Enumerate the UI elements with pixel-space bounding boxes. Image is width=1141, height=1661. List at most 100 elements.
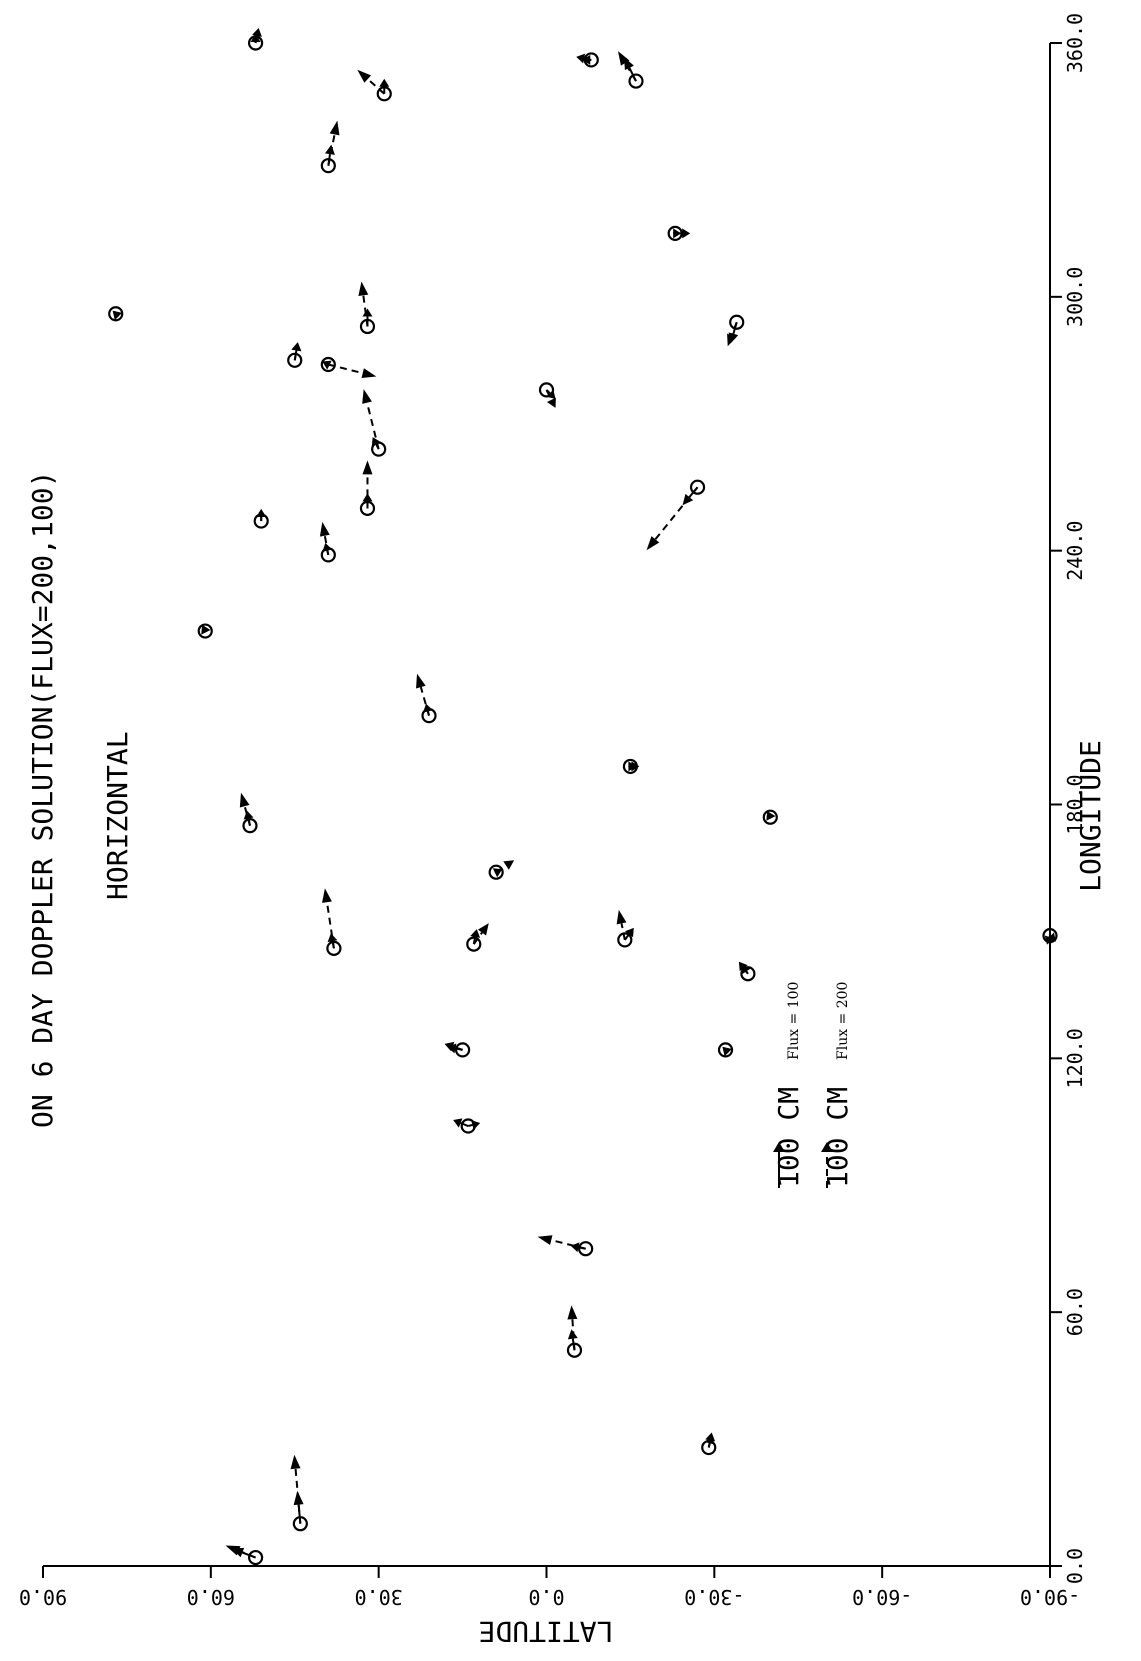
station-marker <box>239 792 258 834</box>
station-circle <box>242 818 258 834</box>
longitude-tick-label: 60.0 <box>1063 1288 1087 1336</box>
station-marker <box>646 479 706 551</box>
vector-flux-100-head <box>728 332 739 344</box>
station-marker <box>416 673 437 724</box>
station-marker <box>322 888 342 956</box>
vector-flux-200-head <box>239 792 250 808</box>
station-marker <box>225 1545 264 1566</box>
vector-flux-100-shaft <box>426 711 430 716</box>
vector-flux-100-shaft <box>707 1443 711 1448</box>
vector-flux-200-head <box>329 120 340 136</box>
station-circle <box>667 225 683 241</box>
station-marker <box>253 509 269 529</box>
vector-flux-100-head <box>250 34 261 42</box>
vector-flux-100-shaft <box>293 350 298 361</box>
station-circle <box>617 932 633 948</box>
vector-flux-200-head <box>416 673 426 689</box>
vector-flux-200-head <box>358 281 369 296</box>
vector-flux-200-head <box>252 28 262 37</box>
station-marker <box>320 120 340 174</box>
station-circle <box>729 314 745 330</box>
latitude-tick-label: 30.0 <box>355 1585 403 1609</box>
station-circle <box>717 1042 734 1058</box>
station-circle <box>1042 928 1058 944</box>
vector-flux-100-head <box>628 761 637 772</box>
vector-flux-100-head <box>492 868 503 878</box>
vector-flux-200-head <box>290 1454 301 1470</box>
legend-item-flux-100: 100 CM Flux = 100 <box>772 982 805 1188</box>
latitude-tick-label: -90.0 <box>1020 1585 1080 1609</box>
station-marker <box>290 1454 308 1532</box>
vector-flux-100-head <box>582 54 591 65</box>
vector-flux-100-head <box>741 964 751 975</box>
vector-flux-200-head <box>616 909 627 925</box>
station-marker <box>667 225 691 241</box>
vector-flux-200-head <box>576 53 586 64</box>
vector-flux-200-head <box>362 389 372 404</box>
station-circle <box>488 864 504 880</box>
vector-flux-100-head <box>322 360 332 370</box>
vector-flux-100-head <box>682 493 694 506</box>
vector-flux-100-head <box>325 144 335 155</box>
y-axis-title: LATITUDE <box>479 1615 614 1648</box>
vector-flux-100-head <box>362 308 373 317</box>
station-circle <box>326 940 342 956</box>
vector-flux-100-head <box>453 1118 463 1128</box>
legend-sublabel-flux-100: Flux = 100 <box>786 982 802 1060</box>
legend-label-flux-100: 100 CM <box>772 1087 805 1188</box>
station-marker <box>453 1118 481 1134</box>
station-circle <box>253 513 269 529</box>
vector-flux-100-head <box>243 810 254 820</box>
vector-flux-200-head <box>546 397 556 408</box>
station-marker <box>362 389 387 457</box>
station-marker <box>359 460 376 516</box>
station-circle <box>628 73 644 89</box>
vector-flux-100-shaft <box>545 389 551 394</box>
legend-sublabel-flux-200: Flux = 200 <box>835 982 851 1060</box>
station-circle <box>454 1042 471 1058</box>
station-circle <box>466 936 482 952</box>
vector-flux-200-shaft <box>620 923 626 941</box>
legend-arrowhead-flux-200 <box>821 1142 833 1152</box>
vector-flux-100-shaft <box>326 550 330 556</box>
station-circle <box>376 86 392 102</box>
station-marker <box>738 961 756 982</box>
vector-flux-200-head <box>357 69 372 83</box>
station-vectors <box>108 28 1058 1566</box>
vector-flux-200-head <box>537 1235 553 1245</box>
latitude-tick-label: -30.0 <box>684 1585 744 1609</box>
station-circle <box>359 318 376 335</box>
vector-flux-100-head <box>625 927 634 938</box>
station-circle <box>359 500 376 516</box>
vector-flux-100-head <box>327 933 338 943</box>
vector-flux-100-head <box>1046 932 1056 942</box>
station-circle <box>247 35 264 51</box>
station-marker <box>287 342 303 368</box>
station-marker <box>488 860 515 880</box>
vector-flux-100-head <box>293 1490 304 1506</box>
station-marker <box>108 306 124 322</box>
station-marker <box>566 1305 583 1358</box>
vector-flux-200-head <box>362 460 373 475</box>
vector-flux-100-head <box>570 1242 580 1253</box>
longitude-tick-label: 300.0 <box>1063 267 1087 327</box>
vector-flux-100-head <box>722 1046 732 1057</box>
vector-flux-200-head <box>319 521 330 537</box>
station-marker <box>358 281 376 335</box>
station-circle <box>566 1342 583 1358</box>
longitude-ticks: 0.0 60.0 120.0 180.0 240.0 300.0 360.0 <box>1050 13 1087 1584</box>
station-circle <box>538 382 555 398</box>
vector-flux-100-shaft <box>297 1504 302 1524</box>
station-marker <box>622 758 640 775</box>
vector-flux-100-head <box>291 342 302 352</box>
station-circle <box>622 758 639 775</box>
station-marker <box>357 69 392 102</box>
vector-flux-100-head <box>673 228 682 239</box>
vector-flux-200-head <box>646 536 660 551</box>
latitude-tick-label: -60.0 <box>852 1585 912 1609</box>
station-marker <box>466 923 489 952</box>
station-circle <box>583 52 599 68</box>
vector-flux-200-head <box>682 228 691 239</box>
vector-flux-100-shaft <box>745 970 749 975</box>
